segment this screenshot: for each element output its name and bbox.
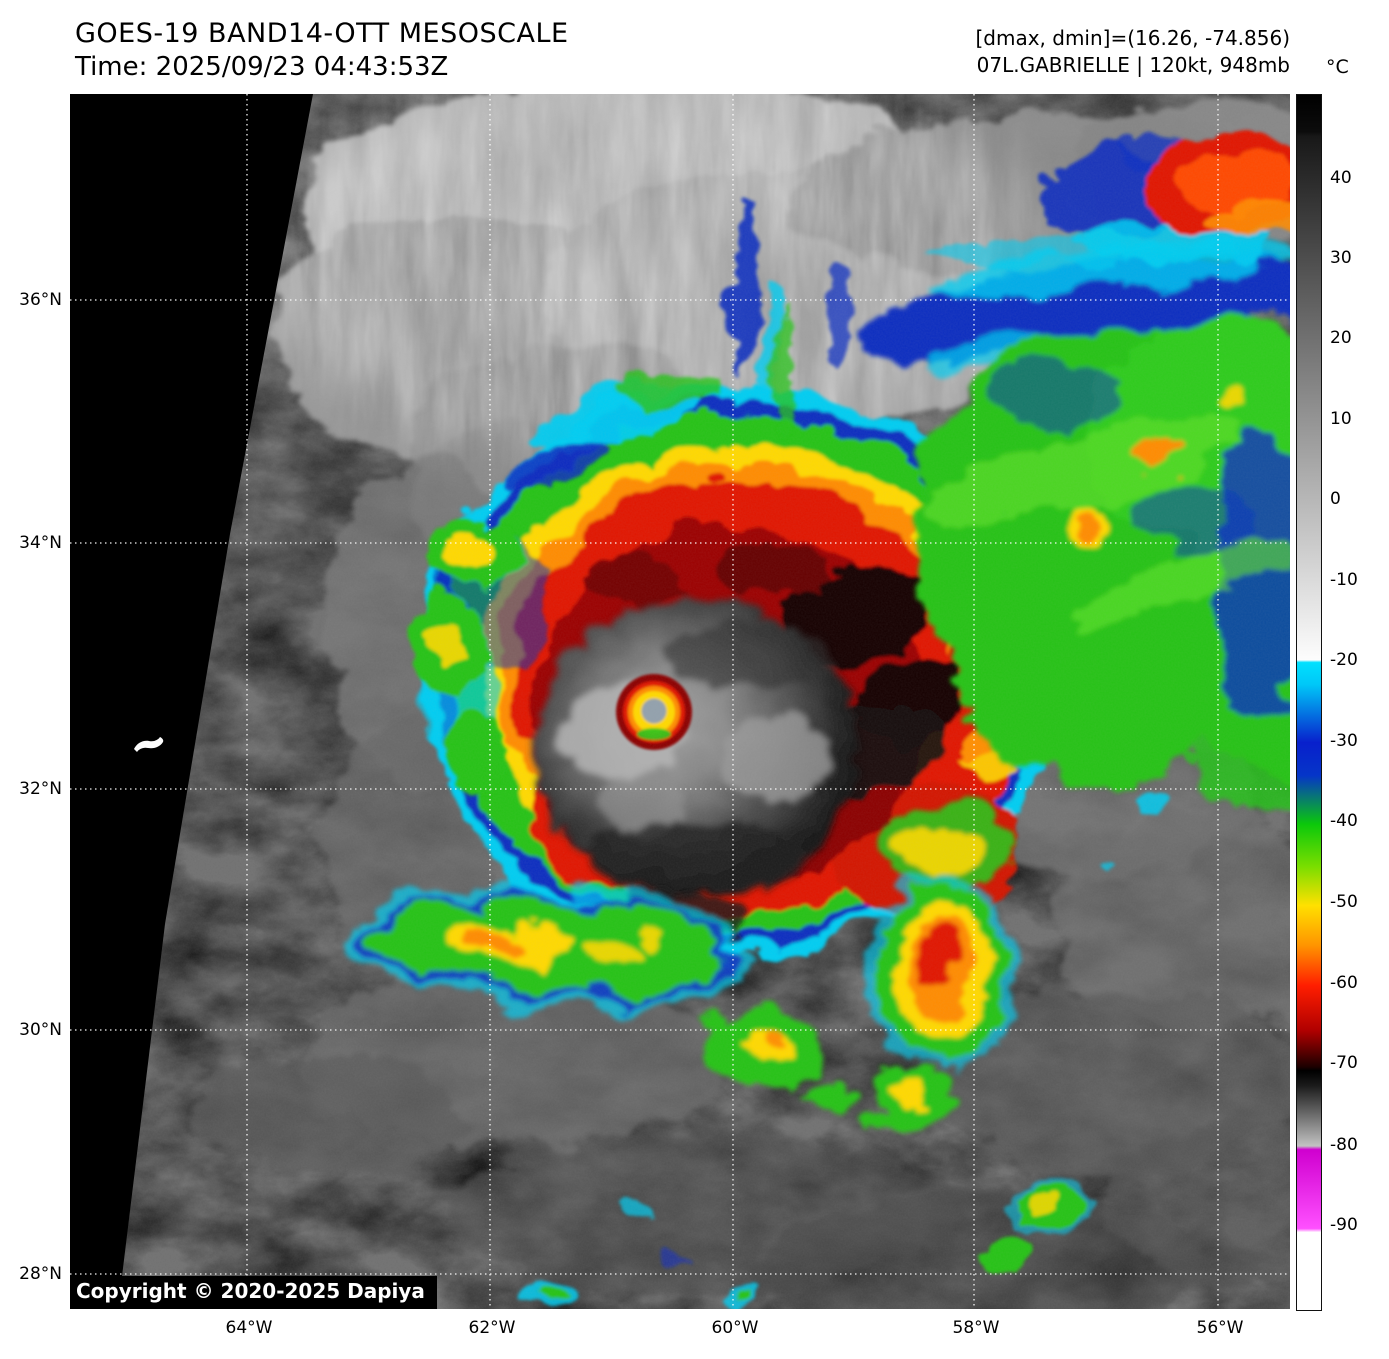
colorbar-tick-label: -90 xyxy=(1330,1215,1358,1235)
colorbar-tick-label: -70 xyxy=(1330,1053,1358,1073)
lat-axis-label: 34°N xyxy=(19,533,62,553)
satellite-scene xyxy=(70,94,1290,1309)
scan-edge-mask xyxy=(70,94,313,1309)
colorbar-tick-label: -30 xyxy=(1330,731,1358,751)
colorbar-tick-label: -20 xyxy=(1330,650,1358,670)
storm-status: 07L.GABRIELLE | 120kt, 948mb xyxy=(976,53,1290,77)
colorbar-tick-label: -10 xyxy=(1330,570,1358,590)
colorbar-tick-label: 40 xyxy=(1330,168,1352,188)
colorbar-tick-label: 20 xyxy=(1330,328,1352,348)
lon-axis-label: 60°W xyxy=(711,1318,759,1338)
colorbar-tick-label: -60 xyxy=(1330,973,1358,993)
scan-time: Time: 2025/09/23 04:43:53Z xyxy=(75,52,449,82)
celsius-unit-label: °C xyxy=(1326,56,1349,78)
lon-axis-label: 64°W xyxy=(225,1318,273,1338)
colorbar-tick-label: -50 xyxy=(1330,892,1358,912)
lat-axis-label: 30°N xyxy=(19,1020,62,1040)
colorbar-tick-label: 0 xyxy=(1330,489,1341,509)
colorbar-gradient xyxy=(1296,94,1322,1311)
colorbar-tick-label: -40 xyxy=(1330,811,1358,831)
lon-axis-label: 62°W xyxy=(468,1318,516,1338)
bermuda-island xyxy=(134,737,164,752)
product-title: GOES-19 BAND14-OTT MESOSCALE xyxy=(75,18,569,49)
copyright-badge: Copyright © 2020-2025 Dapiya xyxy=(70,1276,437,1309)
lon-axis-label: 56°W xyxy=(1196,1318,1244,1338)
lat-axis-label: 28°N xyxy=(19,1264,62,1284)
dmax-dmin-readout: [dmax, dmin]=(16.26, -74.856) xyxy=(975,26,1290,50)
colorbar-tick-label: 10 xyxy=(1330,409,1352,429)
satellite-image: Copyright © 2020-2025 Dapiya xyxy=(70,94,1290,1309)
lat-axis-label: 36°N xyxy=(19,290,62,310)
colorbar-tick-label: 30 xyxy=(1330,248,1352,268)
lat-axis-label: 32°N xyxy=(19,779,62,799)
latlon-grid xyxy=(70,94,1290,1309)
colorbar-tick-label: -80 xyxy=(1330,1135,1358,1155)
lon-axis-label: 58°W xyxy=(952,1318,1000,1338)
